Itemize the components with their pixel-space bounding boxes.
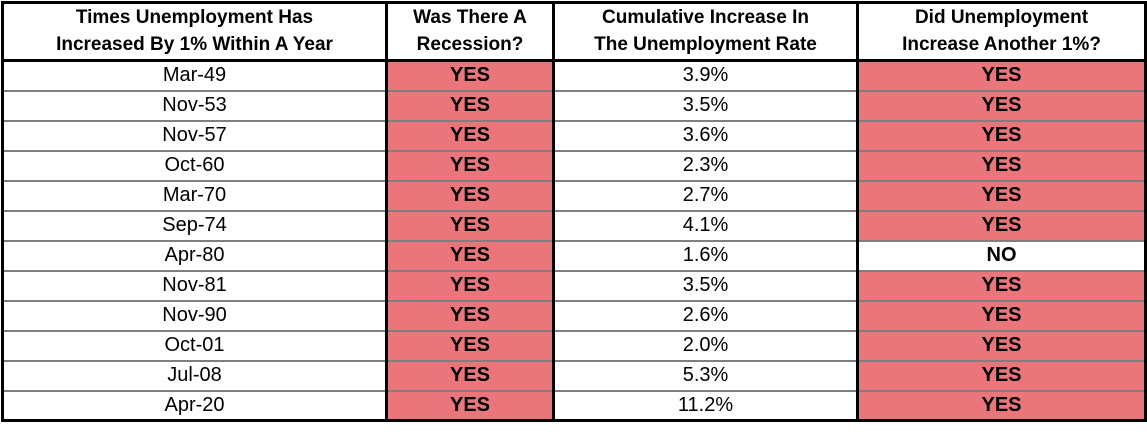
unemployment-recession-table: Times Unemployment Has Increased By 1% W… bbox=[1, 1, 1147, 423]
header-date-line1: Times Unemployment Has bbox=[75, 7, 314, 28]
date-cell: Oct-60 bbox=[2, 149, 387, 181]
recession-cell: YES bbox=[385, 389, 554, 421]
header-row: Times Unemployment Has Increased By 1% W… bbox=[2, 2, 1146, 63]
date-cell: Nov-90 bbox=[2, 299, 387, 331]
recession-cell: YES bbox=[385, 179, 554, 211]
recession-cell: YES bbox=[385, 89, 554, 121]
recession-cell: YES bbox=[385, 119, 554, 151]
table-row: Mar-70 YES 2.7% YES bbox=[2, 179, 1146, 211]
table-row: Apr-20 YES 11.2% YES bbox=[2, 389, 1146, 421]
another-increase-cell: YES bbox=[856, 209, 1146, 241]
header-another-line2: Increase Another 1%? bbox=[902, 33, 1101, 55]
cumulative-increase-cell: 3.6% bbox=[552, 119, 858, 151]
recession-cell: YES bbox=[385, 329, 554, 361]
date-cell: Nov-57 bbox=[2, 119, 387, 151]
another-increase-cell: YES bbox=[856, 149, 1146, 181]
header-another-line1: Did Unemployment bbox=[914, 7, 1089, 28]
cumulative-increase-cell: 5.3% bbox=[552, 359, 858, 391]
another-increase-cell: YES bbox=[856, 389, 1146, 421]
another-increase-cell: NO bbox=[856, 239, 1146, 271]
recession-cell: YES bbox=[385, 359, 554, 391]
date-cell: Apr-20 bbox=[2, 389, 387, 421]
another-increase-cell: YES bbox=[856, 119, 1146, 151]
another-increase-cell: YES bbox=[856, 299, 1146, 331]
table-row: Nov-53 YES 3.5% YES bbox=[2, 89, 1146, 121]
header-cumulative-line1: Cumulative Increase In bbox=[602, 7, 809, 28]
table-row: Nov-57 YES 3.6% YES bbox=[2, 119, 1146, 151]
table-row: Oct-01 YES 2.0% YES bbox=[2, 329, 1146, 361]
date-cell: Oct-01 bbox=[2, 329, 387, 361]
recession-cell: YES bbox=[385, 149, 554, 181]
header-cumulative-column: Cumulative Increase In The Unemployment … bbox=[552, 2, 858, 63]
date-cell: Jul-08 bbox=[2, 359, 387, 391]
cumulative-increase-cell: 2.0% bbox=[552, 329, 858, 361]
another-increase-cell: YES bbox=[856, 89, 1146, 121]
recession-cell: YES bbox=[385, 269, 554, 301]
table-header: Times Unemployment Has Increased By 1% W… bbox=[2, 2, 1146, 63]
header-recession-line2: Recession? bbox=[416, 33, 524, 55]
date-cell: Apr-80 bbox=[2, 239, 387, 271]
date-cell: Sep-74 bbox=[2, 209, 387, 241]
cumulative-increase-cell: 1.6% bbox=[552, 239, 858, 271]
date-cell: Nov-81 bbox=[2, 269, 387, 301]
table-body: Mar-49 YES 3.9% YES Nov-53 YES 3.5% YES … bbox=[2, 59, 1146, 421]
date-cell: Mar-49 bbox=[2, 59, 387, 91]
recession-cell: YES bbox=[385, 239, 554, 271]
another-increase-cell: YES bbox=[856, 179, 1146, 211]
table-row: Apr-80 YES 1.6% NO bbox=[2, 239, 1146, 271]
cumulative-increase-cell: 3.9% bbox=[552, 59, 858, 91]
table-row: Mar-49 YES 3.9% YES bbox=[2, 59, 1146, 91]
table-row: Jul-08 YES 5.3% YES bbox=[2, 359, 1146, 391]
date-cell: Nov-53 bbox=[2, 89, 387, 121]
cumulative-increase-cell: 11.2% bbox=[552, 389, 858, 421]
table-row: Oct-60 YES 2.3% YES bbox=[2, 149, 1146, 181]
cumulative-increase-cell: 2.6% bbox=[552, 299, 858, 331]
cumulative-increase-cell: 4.1% bbox=[552, 209, 858, 241]
date-cell: Mar-70 bbox=[2, 179, 387, 211]
another-increase-cell: YES bbox=[856, 269, 1146, 301]
unemployment-recession-table-wrapper: Times Unemployment Has Increased By 1% W… bbox=[1, 1, 1147, 423]
recession-cell: YES bbox=[385, 209, 554, 241]
another-increase-cell: YES bbox=[856, 59, 1146, 91]
another-increase-cell: YES bbox=[856, 329, 1146, 361]
table-row: Sep-74 YES 4.1% YES bbox=[2, 209, 1146, 241]
recession-cell: YES bbox=[385, 59, 554, 91]
cumulative-increase-cell: 3.5% bbox=[552, 269, 858, 301]
recession-cell: YES bbox=[385, 299, 554, 331]
header-date-column: Times Unemployment Has Increased By 1% W… bbox=[2, 2, 387, 63]
cumulative-increase-cell: 3.5% bbox=[552, 89, 858, 121]
header-recession-column: Was There A Recession? bbox=[385, 2, 554, 63]
cumulative-increase-cell: 2.7% bbox=[552, 179, 858, 211]
table-row: Nov-81 YES 3.5% YES bbox=[2, 269, 1146, 301]
another-increase-cell: YES bbox=[856, 359, 1146, 391]
header-recession-line1: Was There A bbox=[413, 7, 527, 28]
header-another-increase-column: Did Unemployment Increase Another 1%? bbox=[856, 2, 1146, 63]
cumulative-increase-cell: 2.3% bbox=[552, 149, 858, 181]
header-date-line2: Increased By 1% Within A Year bbox=[56, 33, 333, 55]
header-cumulative-line2: The Unemployment Rate bbox=[594, 33, 817, 55]
table-row: Nov-90 YES 2.6% YES bbox=[2, 299, 1146, 331]
